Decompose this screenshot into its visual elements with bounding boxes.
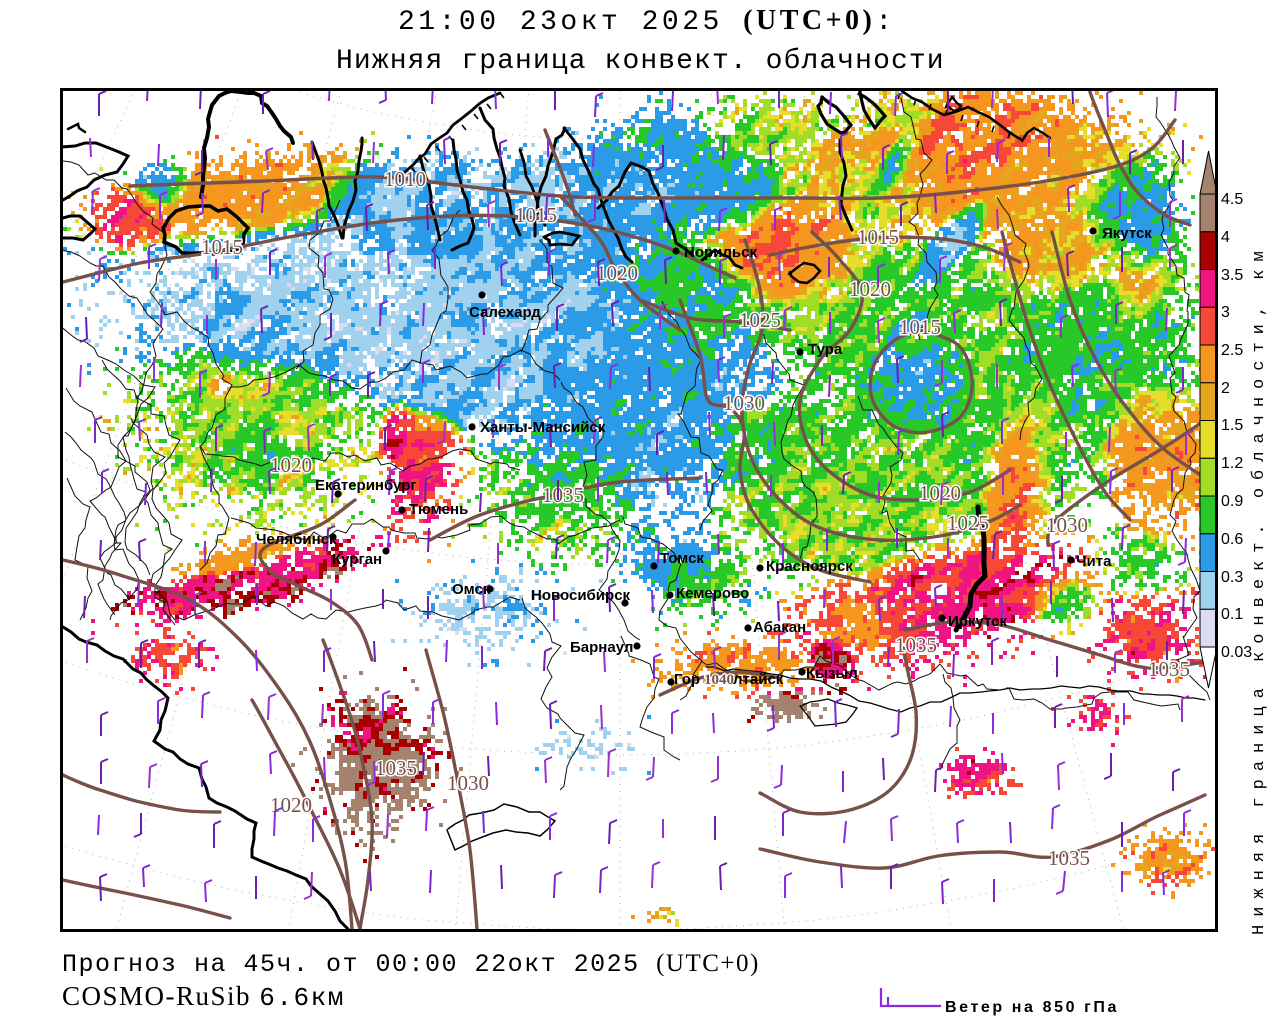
svg-text:0.9: 0.9 xyxy=(1221,493,1243,510)
svg-text:1035: 1035 xyxy=(375,756,417,780)
svg-text:4.5: 4.5 xyxy=(1221,191,1243,208)
svg-text:3: 3 xyxy=(1221,304,1230,321)
svg-text:1.5: 1.5 xyxy=(1221,417,1243,434)
svg-text:1035: 1035 xyxy=(1048,846,1090,870)
svg-text:1035: 1035 xyxy=(542,483,584,507)
svg-text:Кызыл: Кызыл xyxy=(806,665,858,682)
svg-text:Челябинск: Челябинск xyxy=(256,531,337,548)
svg-text:Прогноз на 45ч. от 00:00 22окт: Прогноз на 45ч. от 00:00 22окт 2025 (UTC… xyxy=(62,950,760,979)
svg-text:Красноярск: Красноярск xyxy=(766,558,853,575)
svg-text:Ханты-Мансийск: Ханты-Мансийск xyxy=(480,419,606,436)
svg-text:0.3: 0.3 xyxy=(1221,569,1243,586)
svg-text:0.1: 0.1 xyxy=(1221,606,1243,623)
svg-text:COSMO-RuSib 6.6км: COSMO-RuSib 6.6км xyxy=(62,981,345,1013)
svg-text:1035: 1035 xyxy=(895,633,937,657)
svg-text:1015: 1015 xyxy=(201,235,243,259)
svg-text:1030: 1030 xyxy=(723,391,765,415)
svg-text:1025: 1025 xyxy=(947,511,989,535)
svg-text:Нижняя граница конвект. облачн: Нижняя граница конвект. облачности, км xyxy=(1250,243,1269,935)
svg-text:Новосибирск: Новосибирск xyxy=(531,587,631,604)
svg-text:1040: 1040 xyxy=(704,672,734,688)
svg-text:1.2: 1.2 xyxy=(1221,455,1243,472)
svg-text:1020: 1020 xyxy=(270,793,312,817)
svg-text:1020: 1020 xyxy=(270,453,312,477)
svg-text:1020: 1020 xyxy=(919,481,961,505)
svg-text:1020: 1020 xyxy=(596,261,638,285)
svg-text:1030: 1030 xyxy=(447,771,489,795)
svg-text:Тюмень: Тюмень xyxy=(409,501,468,518)
svg-text:Чита: Чита xyxy=(1076,553,1112,570)
svg-text:Нижняя граница конвект. облачн: Нижняя граница конвект. облачности xyxy=(336,46,945,77)
svg-text:Абакан: Абакан xyxy=(753,619,806,636)
svg-text:1030: 1030 xyxy=(1046,513,1088,537)
svg-text:1015: 1015 xyxy=(515,203,557,227)
svg-text:Омск: Омск xyxy=(452,581,491,598)
svg-text:Кемерово: Кемерово xyxy=(676,585,749,602)
svg-text:Иркутск: Иркутск xyxy=(948,613,1007,630)
svg-text:1015: 1015 xyxy=(899,315,941,339)
svg-text:1015: 1015 xyxy=(857,225,899,249)
svg-text:лтайск: лтайск xyxy=(733,671,784,688)
svg-text:Ветер на 850 гПа: Ветер на 850 гПа xyxy=(945,999,1119,1016)
svg-text:1010: 1010 xyxy=(384,167,426,191)
svg-text:Салехард: Салехард xyxy=(469,304,541,321)
svg-text:1020: 1020 xyxy=(849,277,891,301)
svg-text:0.03: 0.03 xyxy=(1221,644,1252,661)
svg-text:1035: 1035 xyxy=(1148,657,1190,681)
svg-text:Норильск: Норильск xyxy=(684,244,757,261)
svg-text:21:00 23окт 2025 (UTC+0):: 21:00 23окт 2025 (UTC+0): xyxy=(398,5,896,38)
svg-text:Курган: Курган xyxy=(332,551,382,568)
svg-text:3.5: 3.5 xyxy=(1221,267,1243,284)
svg-text:Екатеринбург: Екатеринбург xyxy=(315,477,417,494)
svg-text:2: 2 xyxy=(1221,380,1230,397)
svg-text:Якутск: Якутск xyxy=(1102,225,1152,242)
svg-text:Гор: Гор xyxy=(674,671,700,688)
svg-text:0.6: 0.6 xyxy=(1221,531,1243,548)
svg-text:1025: 1025 xyxy=(739,308,781,332)
svg-text:Барнаул: Барнаул xyxy=(570,639,633,656)
svg-text:Тура: Тура xyxy=(808,341,843,358)
svg-text:Томск: Томск xyxy=(660,550,704,567)
svg-text:4: 4 xyxy=(1221,229,1230,246)
svg-text:2.5: 2.5 xyxy=(1221,342,1243,359)
